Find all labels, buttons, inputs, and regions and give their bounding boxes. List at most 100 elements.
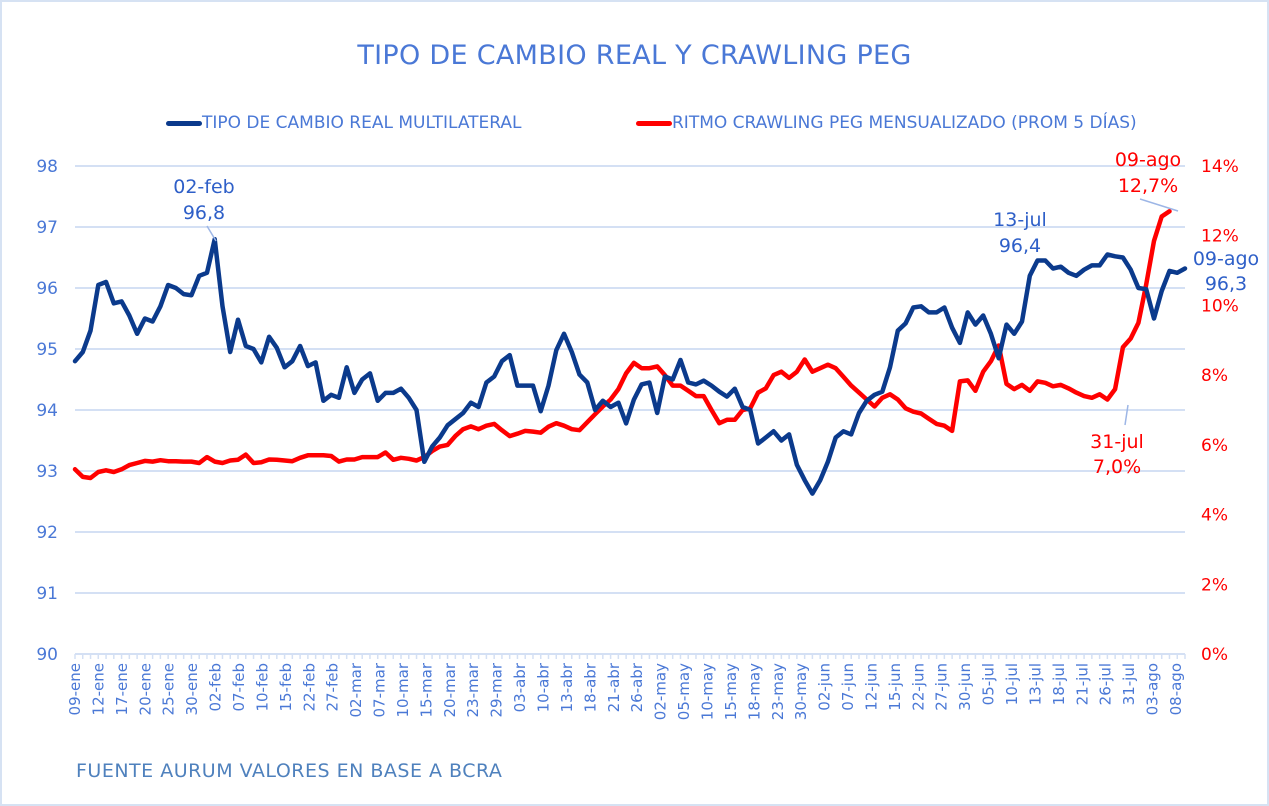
- x-tick-label: 29-mar: [488, 662, 506, 717]
- x-tick-label: 03-ago: [1144, 663, 1162, 715]
- y-left-tick-label: 94: [36, 401, 58, 421]
- annotation-date: 13-jul: [993, 209, 1047, 231]
- x-tick-label: 12-ene: [89, 663, 107, 715]
- x-tick-label: 23-may: [769, 663, 787, 720]
- y-left-tick-label: 90: [36, 645, 58, 665]
- annotation-leader: [206, 225, 217, 242]
- annotation-date: 09-ago: [1115, 149, 1181, 171]
- x-tick-label: 02-mar: [347, 662, 365, 717]
- x-tick-label: 31-jul: [1120, 663, 1138, 705]
- x-tick-label: 27-feb: [324, 663, 342, 712]
- annotation-date: 02-feb: [173, 176, 234, 198]
- legend-swatch-crawling: [636, 120, 672, 126]
- annotation-13-jul: 13-jul 96,4: [993, 209, 1047, 257]
- series-line-tcrm: [72, 236, 1188, 496]
- y-left-tick-label: 97: [36, 218, 58, 238]
- annotation-02-feb: 02-feb 96,8: [173, 176, 235, 242]
- x-tick-label: 22-jun: [909, 663, 927, 711]
- annotation-09-ago-tcrm: 09-ago 96,3: [1193, 248, 1259, 295]
- annotation-31-jul: 31-jul 7,0%: [1090, 404, 1144, 478]
- annotation-09-ago-crawling: 09-ago 12,7%: [1115, 149, 1181, 212]
- x-tick-label: 02-may: [652, 663, 670, 720]
- x-tick-label: 26-jul: [1097, 663, 1115, 705]
- legend-label-crawling: RITMO CRAWLING PEG MENSUALIZADO (PROM 5 …: [672, 113, 1137, 133]
- x-tick-label: 25-ene: [160, 663, 178, 715]
- x-tick-label: 15-feb: [277, 663, 295, 712]
- x-tick-label: 13-abr: [558, 662, 576, 712]
- source-note: FUENTE AURUM VALORES EN BASE A BCRA: [76, 760, 503, 782]
- x-tick-label: 21-abr: [605, 662, 623, 712]
- x-tick-label: 05-jul: [980, 663, 998, 705]
- x-axis: 09-ene 12-ene 17-ene 20-ene 25-ene 30-ene 02-f…: [66, 654, 1186, 720]
- series-line-crawling: [72, 209, 1172, 481]
- x-tick-label: 17-ene: [113, 663, 131, 715]
- x-tick-label: 20-ene: [136, 663, 154, 715]
- x-tick-label: 12-jun: [862, 663, 880, 711]
- x-tick-label: 18-abr: [581, 662, 599, 712]
- y-right-tick-label: 8%: [1201, 366, 1228, 386]
- y-left-tick-label: 91: [36, 584, 58, 604]
- x-tick-label: 09-ene: [66, 663, 84, 715]
- x-tick-label: 21-jul: [1073, 663, 1091, 705]
- annotation-date: 09-ago: [1193, 248, 1259, 270]
- x-tick-label: 22-feb: [300, 663, 318, 712]
- legend-swatch-tcrm: [166, 120, 202, 126]
- y-left-tick-label: 93: [36, 462, 58, 482]
- y-right-tick-label: 14%: [1201, 157, 1239, 177]
- legend-item-tcrm: TIPO DE CAMBIO REAL MULTILATERAL: [166, 113, 522, 133]
- x-tick-label: 10-jul: [1003, 663, 1021, 705]
- y-left-tick-label: 95: [36, 340, 58, 360]
- y-right-tick-label: 12%: [1201, 227, 1239, 247]
- y-right-tick-label: 2%: [1201, 575, 1228, 595]
- y-right-tick-label: 10%: [1201, 296, 1239, 316]
- y-left-tick-label: 96: [36, 279, 58, 299]
- x-tick-label: 03-abr: [511, 662, 529, 712]
- x-tick-label: 23-mar: [464, 662, 482, 717]
- series-lines: [72, 209, 1188, 496]
- x-tick-label: 26-abr: [628, 662, 646, 712]
- x-tick-label: 20-mar: [441, 662, 459, 717]
- y-axis-left: 90 91 92 93 94 95 96 97 98: [36, 157, 58, 665]
- y-left-tick-label: 98: [36, 157, 58, 177]
- legend: TIPO DE CAMBIO REAL MULTILATERAL RITMO C…: [0, 113, 1269, 135]
- annotation-value: 12,7%: [1118, 175, 1178, 197]
- x-tick-label: 13-jul: [1026, 663, 1044, 705]
- annotation-leader: [1124, 404, 1129, 426]
- y-right-tick-label: 6%: [1201, 436, 1228, 456]
- x-tick-label: 18-jul: [1050, 663, 1068, 705]
- x-tick-label: 10-may: [698, 663, 716, 720]
- x-tick-label: 10-mar: [394, 662, 412, 717]
- x-tick-label: 02-jun: [816, 663, 834, 711]
- y-right-tick-label: 4%: [1201, 506, 1228, 526]
- legend-label-tcrm: TIPO DE CAMBIO REAL MULTILATERAL: [202, 113, 522, 133]
- x-tick-label: 08-ago: [1167, 663, 1185, 715]
- x-tick-label: 30-jun: [956, 663, 974, 711]
- x-tick-label: 18-may: [745, 663, 763, 720]
- annotation-date: 31-jul: [1090, 431, 1144, 453]
- x-tick-label: 10-feb: [253, 663, 271, 712]
- annotation-leader: [1139, 198, 1179, 212]
- x-tick-label: 15-jun: [886, 663, 904, 711]
- x-tick-label: 27-jun: [933, 663, 951, 711]
- x-tick-label: 07-feb: [230, 663, 248, 712]
- annotation-value: 96,3: [1205, 273, 1247, 295]
- y-right-tick-label: 0%: [1201, 645, 1228, 665]
- x-tick-label: 30-may: [792, 663, 810, 720]
- y-axis-right: 0% 2% 4% 6% 8% 10% 12% 14%: [1201, 157, 1239, 665]
- x-tick-label: 07-mar: [371, 662, 389, 717]
- x-tick-label: 15-may: [722, 663, 740, 720]
- x-tick-label: 07-jun: [839, 663, 857, 711]
- y-left-tick-label: 92: [36, 523, 58, 543]
- x-tick-label: 02-feb: [207, 663, 225, 712]
- x-tick-label: 05-may: [675, 663, 693, 720]
- x-tick-label: 30-ene: [183, 663, 201, 715]
- annotation-value: 7,0%: [1093, 456, 1141, 478]
- annotations: 02-feb 96,8 13-jul 96,4 09-ago 96,3 31-jul 7,0%…: [173, 149, 1259, 478]
- x-tick-label: 10-abr: [535, 662, 553, 712]
- annotation-value: 96,8: [183, 202, 225, 224]
- x-tick-label: 15-mar: [417, 662, 435, 717]
- legend-item-crawling: RITMO CRAWLING PEG MENSUALIZADO (PROM 5 …: [636, 113, 1137, 133]
- annotation-value: 96,4: [999, 235, 1041, 257]
